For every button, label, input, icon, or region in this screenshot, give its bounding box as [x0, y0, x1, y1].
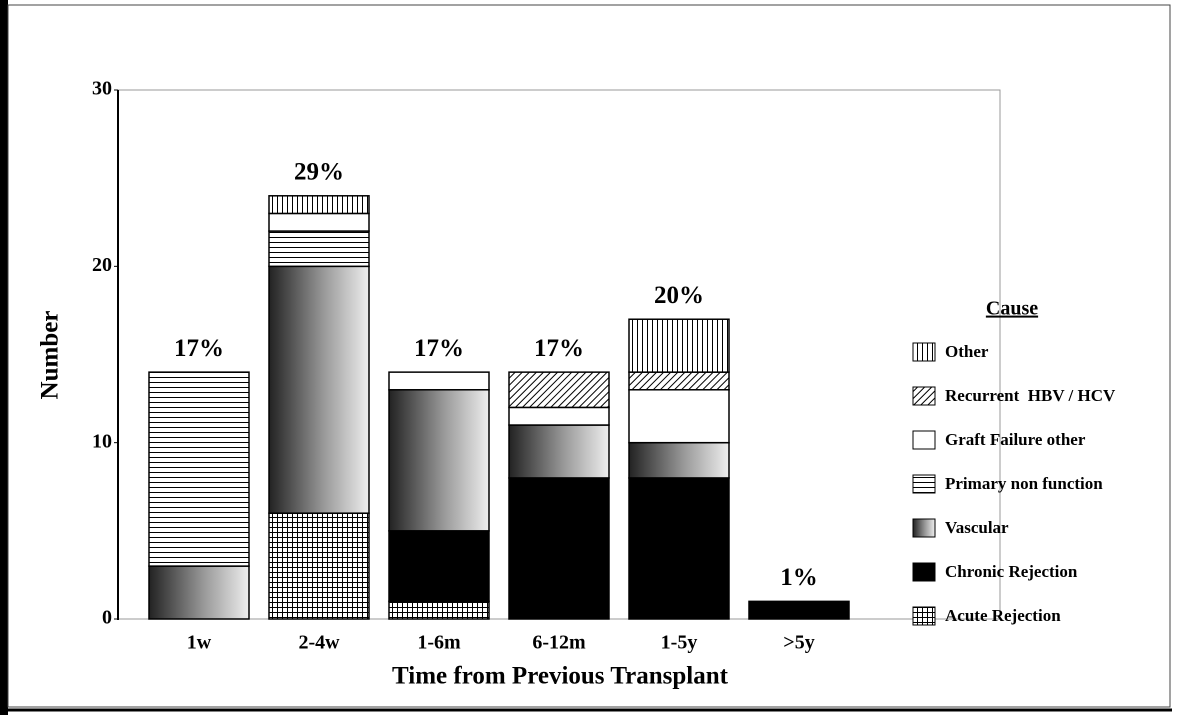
bar-segment	[628, 477, 730, 620]
legend-label: Graft Failure other	[945, 430, 1086, 449]
bar-label: 17%	[174, 335, 224, 362]
y-axis-title: Number	[37, 311, 64, 400]
bar-segment	[148, 565, 250, 620]
legend-swatch	[912, 606, 936, 626]
bar-segment	[628, 389, 730, 444]
x-tick-label: 6-12m	[532, 632, 586, 654]
legend-swatch	[912, 342, 936, 362]
frame-edge	[0, 0, 8, 715]
y-tick-label: 0	[102, 607, 112, 629]
x-tick-label: 2-4w	[298, 632, 340, 654]
legend-label: Other	[945, 342, 989, 361]
x-tick-label: 1-5y	[661, 632, 698, 654]
legend-label: Chronic Rejection	[945, 562, 1078, 581]
bar-segment	[388, 600, 490, 620]
bar-segment	[748, 600, 850, 620]
x-tick-label: >5y	[783, 632, 814, 654]
bar-segment	[508, 477, 610, 620]
legend-label: Recurrent HBV / HCV	[945, 386, 1116, 405]
bar-segment	[388, 389, 490, 532]
bar-segment	[268, 265, 370, 514]
legend-label: Acute Rejection	[945, 606, 1061, 625]
bar-segment	[148, 371, 250, 567]
bar-segment	[508, 424, 610, 479]
y-tick-label: 30	[92, 78, 112, 100]
x-axis-title: Time from Previous Transplant	[392, 663, 729, 690]
legend-label: Vascular	[945, 518, 1009, 537]
frame	[7, 4, 1171, 708]
bar-label: 1%	[780, 564, 818, 591]
bar-label: 29%	[294, 159, 344, 186]
legend-title: Cause	[986, 298, 1038, 320]
bar-segment	[268, 230, 370, 268]
bar-segment	[388, 530, 490, 603]
legend-label: Primary non function	[945, 474, 1103, 493]
bar-segment	[268, 212, 370, 232]
y-tick-label: 10	[92, 430, 112, 452]
y-tick-label: 20	[92, 254, 112, 276]
bar-segment	[628, 318, 730, 373]
legend-swatch	[912, 562, 936, 582]
bar-label: 17%	[534, 335, 584, 362]
x-tick-label: 1w	[187, 632, 212, 654]
bar-segment	[628, 371, 730, 391]
bar-label: 17%	[414, 335, 464, 362]
legend-swatch	[912, 386, 936, 406]
legend-swatch	[912, 518, 936, 538]
bar-segment	[268, 512, 370, 620]
x-tick-label: 1-6m	[417, 632, 461, 654]
bar-segment	[268, 195, 370, 215]
bar-label: 20%	[654, 282, 704, 309]
bar-segment	[508, 406, 610, 426]
legend-swatch	[912, 430, 936, 450]
bar-segment	[628, 441, 730, 479]
bar-segment	[388, 371, 490, 391]
bar-segment	[508, 371, 610, 409]
legend-swatch	[912, 474, 936, 494]
